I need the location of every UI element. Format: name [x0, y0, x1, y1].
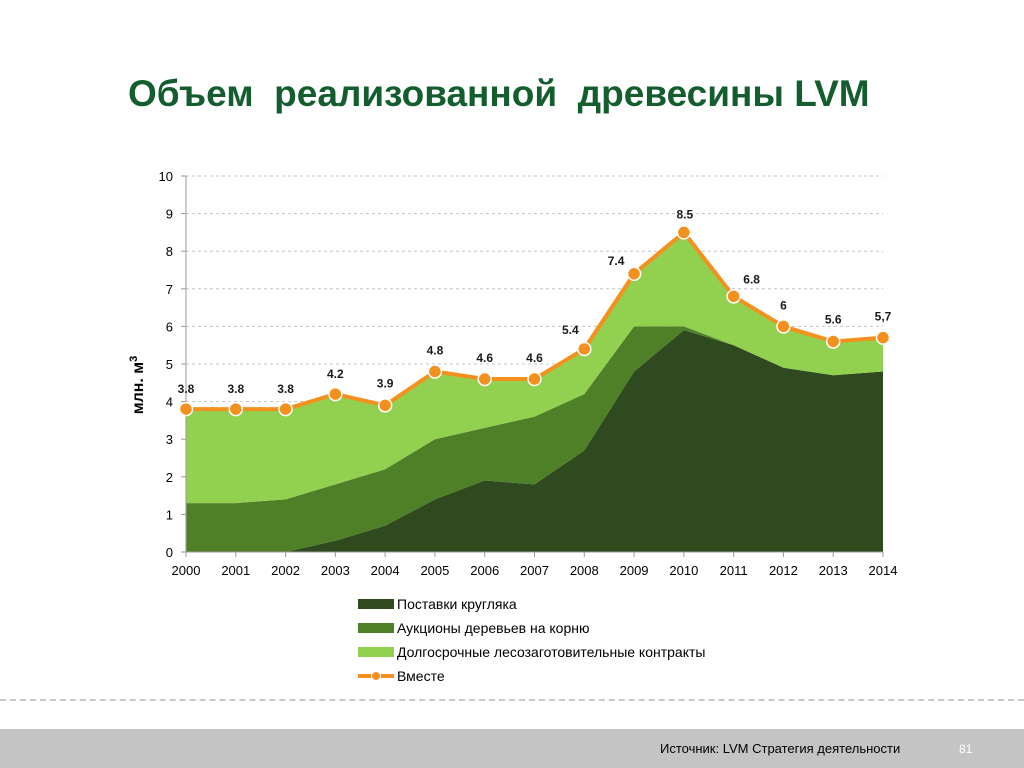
total-marker — [875, 330, 891, 345]
x-tick-label: 2004 — [371, 563, 400, 578]
stacked-areas — [186, 232, 883, 552]
total-marker — [726, 289, 741, 304]
x-tick-label: 2005 — [420, 563, 449, 578]
total-marker — [427, 364, 443, 379]
x-tick-label: 2009 — [620, 563, 649, 578]
total-marker — [527, 371, 542, 387]
y-axis-label: млн. м3 — [128, 356, 147, 415]
footer-bar — [0, 729, 1024, 768]
x-tick-label: 2001 — [221, 563, 250, 578]
total-marker — [228, 401, 244, 417]
data-label: 5.6 — [825, 312, 842, 326]
y-tick-label: 0 — [166, 545, 173, 560]
legend-item-auctions: Аукционы деревьев на корню — [358, 616, 705, 640]
x-tick-label: 2014 — [869, 563, 898, 578]
data-label: 3.8 — [277, 382, 294, 396]
x-tick-label: 2000 — [172, 563, 201, 578]
axes: 0 1 2 3 4 5 6 7 8 9 10 2000 2001 2002 2003 2004 2005 2006… — [159, 169, 898, 578]
y-tick-label: 2 — [166, 470, 173, 485]
total-marker — [676, 225, 692, 240]
x-tick-label: 2007 — [520, 563, 549, 578]
y-tick-label: 8 — [166, 244, 173, 259]
x-tick-label: 2010 — [669, 563, 698, 578]
data-label: 5,7 — [875, 310, 892, 324]
y-axis-label-text: млн. м — [130, 362, 147, 414]
area-long-term-contracts — [186, 232, 883, 504]
legend-label: Поставки кругляка — [397, 596, 517, 612]
data-label: 3.9 — [377, 376, 394, 390]
y-tick-label: 4 — [166, 395, 173, 410]
legend-swatch-medium-green — [358, 623, 394, 633]
legend-swatch-orange-line — [358, 671, 394, 681]
area-chart: 0 1 2 3 4 5 6 7 8 9 10 2000 2001 2002 2003 2004 2005 2006… — [128, 169, 898, 578]
legend-label: Аукционы деревьев на корню — [397, 620, 590, 636]
data-label: 4.2 — [327, 367, 344, 381]
page-number: 81 — [959, 742, 973, 756]
total-marker — [577, 341, 592, 357]
data-label: 6 — [780, 298, 787, 312]
y-tick-label: 1 — [166, 507, 173, 522]
x-tick-label: 2012 — [769, 563, 798, 578]
total-marker — [825, 334, 841, 349]
area-standing-tree-auctions — [186, 326, 883, 552]
legend-marker — [371, 671, 381, 681]
legend-swatch-light-green — [358, 647, 394, 657]
legend-item-long-term-contracts: Долгосрочные лесозаготовительные контрак… — [358, 640, 705, 664]
y-tick-label: 9 — [166, 207, 173, 222]
x-tick-label: 2011 — [720, 563, 748, 578]
total-marker — [178, 401, 194, 417]
x-tick-label: 2002 — [271, 563, 300, 578]
y-tick-label: 5 — [166, 357, 173, 372]
chart-legend: Поставки кругляка Аукционы деревьев на к… — [358, 592, 705, 688]
total-marker — [477, 371, 492, 387]
data-label: 4.6 — [476, 351, 493, 365]
y-axis-label-superscript: 3 — [128, 356, 140, 362]
x-tick-label: 2008 — [570, 563, 599, 578]
data-label: 3.8 — [178, 382, 195, 396]
y-tick-label: 3 — [166, 432, 173, 447]
data-label: 5.4 — [562, 323, 579, 337]
x-tick-label: 2013 — [819, 563, 848, 578]
source-note: Источник: LVM Стратегия деятельности — [660, 741, 901, 756]
legend-item-total: Вместе — [358, 664, 705, 688]
data-label: 7.4 — [608, 254, 625, 268]
data-labels: 3.8 3.8 3.8 4.2 3.9 4.8 4.6 4.6 5.4 7.4 8.5 6.8 6 5.6… — [178, 207, 892, 396]
total-marker — [328, 386, 343, 402]
data-label: 4.8 — [427, 344, 444, 358]
y-tick-label: 10 — [159, 169, 173, 184]
legend-swatch-dark-green — [358, 599, 394, 609]
data-label: 4.6 — [526, 351, 543, 365]
area-roundwood-deliveries — [186, 330, 883, 552]
y-tick-label: 7 — [166, 282, 173, 297]
total-marker — [776, 319, 791, 334]
total-marker — [626, 266, 642, 282]
legend-label: Вместе — [397, 668, 445, 684]
dashed-divider — [0, 699, 1024, 701]
x-tick-label: 2003 — [321, 563, 350, 578]
slide-title: Объем реализованной древесины LVM — [128, 73, 870, 114]
total-marker — [278, 401, 293, 417]
data-label: 8.5 — [677, 207, 694, 221]
y-tick-label: 6 — [166, 319, 173, 334]
legend-label: Долгосрочные лесозаготовительные контрак… — [397, 644, 706, 660]
x-tick-label: 2006 — [470, 563, 499, 578]
data-label: 3.8 — [227, 382, 244, 396]
legend-item-roundwood: Поставки кругляка — [358, 592, 705, 616]
total-marker — [377, 398, 393, 413]
data-label: 6.8 — [743, 272, 760, 286]
total-line-series — [178, 225, 891, 417]
